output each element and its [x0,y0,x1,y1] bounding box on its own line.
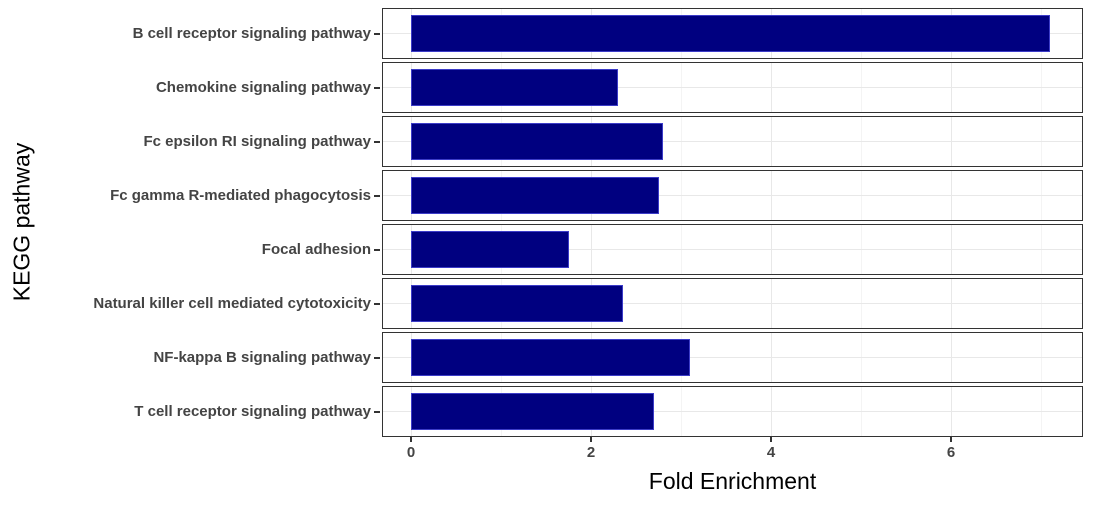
y-label-cell: NF-kappa B signaling pathway [0,332,382,383]
y-label-cell: Fc epsilon RI signaling pathway [0,116,382,167]
horizontal-gridline [383,141,1082,142]
x-tick-mark [410,437,412,442]
y-tick-mark [374,410,380,413]
bar [411,339,690,376]
y-tick-mark [374,248,380,251]
y-label-cell: T cell receptor signaling pathway [0,386,382,437]
bar [411,177,659,214]
category-label: Chemokine signaling pathway [155,79,371,96]
x-tick-label: 4 [766,444,776,461]
category-label: T cell receptor signaling pathway [134,403,371,420]
facet-panels [382,8,1083,437]
y-tick-mark [374,302,380,305]
horizontal-gridline [383,357,1082,358]
facet-panel [382,332,1083,383]
bar [411,15,1050,52]
y-axis-labels: B cell receptor signaling pathway Chemoki… [0,8,382,437]
y-label-cell: Natural killer cell mediated cytotoxicit… [0,278,382,329]
facet-panel [382,386,1083,437]
x-tick-mark [950,437,952,442]
y-tick-mark [374,194,380,197]
y-tick-mark [374,86,380,89]
category-label: Focal adhesion [261,241,371,258]
bar [411,393,654,430]
facet-panel [382,8,1083,59]
x-tick-label: 6 [946,444,956,461]
horizontal-gridline [383,87,1082,88]
facet-panel [382,170,1083,221]
facet-panel [382,62,1083,113]
category-label: Fc gamma R-mediated phagocytosis [110,187,371,204]
category-label: NF-kappa B signaling pathway [153,349,371,366]
category-label: Fc epsilon RI signaling pathway [143,133,371,150]
facet-panel [382,116,1083,167]
y-label-cell: Fc gamma R-mediated phagocytosis [0,170,382,221]
x-tick-mark [770,437,772,442]
bar [411,123,663,160]
y-label-cell: B cell receptor signaling pathway [0,8,382,59]
category-label: B cell receptor signaling pathway [132,25,371,42]
category-label: Natural killer cell mediated cytotoxicit… [93,295,371,312]
facet-panel [382,224,1083,275]
horizontal-gridline [383,249,1082,250]
horizontal-gridline [383,411,1082,412]
horizontal-gridline [383,195,1082,196]
bar [411,231,569,268]
x-tick-label: 0 [406,444,416,461]
y-tick-mark [374,356,380,359]
bar [411,69,618,106]
horizontal-gridline [383,303,1082,304]
x-tick-label: 2 [586,444,596,461]
x-tick-mark [590,437,592,442]
x-axis-title: Fold Enrichment [648,468,817,494]
y-tick-mark [374,32,380,35]
y-tick-mark [374,140,380,143]
x-axis: 0 2 4 6 [382,437,1083,469]
facet-panel [382,278,1083,329]
y-label-cell: Chemokine signaling pathway [0,62,382,113]
y-label-cell: Focal adhesion [0,224,382,275]
bar [411,285,623,322]
